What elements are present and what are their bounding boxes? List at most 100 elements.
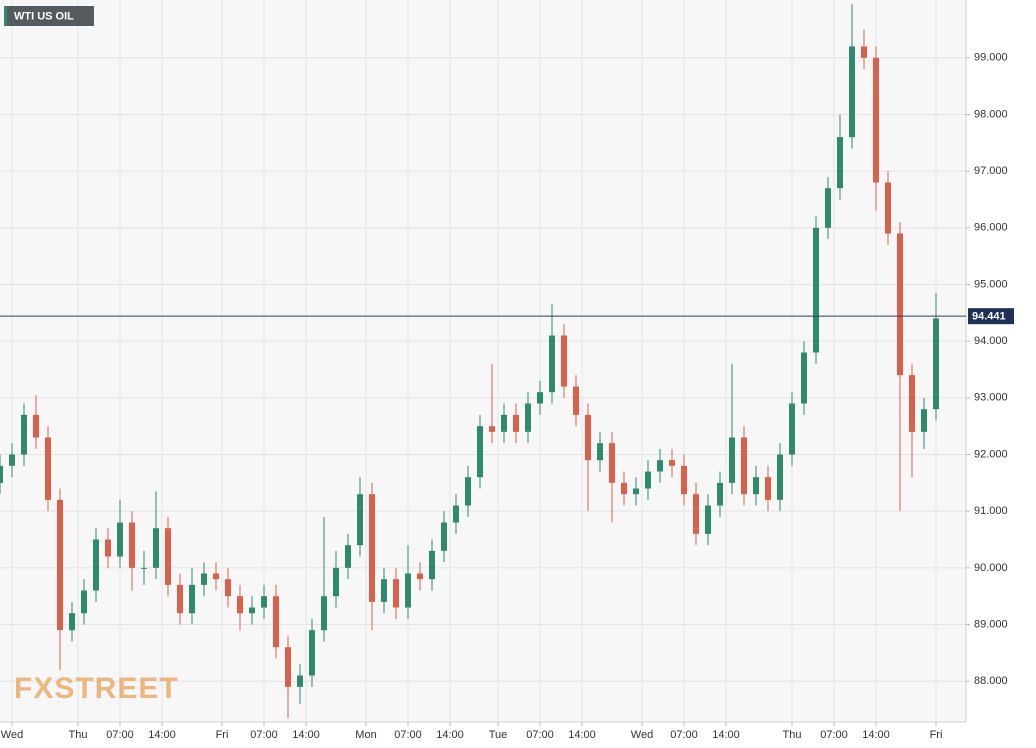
candle-body (897, 233, 903, 376)
candle-body (345, 545, 351, 568)
candle-body (741, 437, 747, 495)
candle-body (669, 460, 675, 466)
candle-body (573, 386, 579, 415)
y-tick-label: 92.000 (974, 448, 1008, 460)
y-tick-label: 90.000 (974, 562, 1008, 574)
candle-body (921, 409, 927, 432)
candle-body (801, 352, 807, 404)
candle-body (465, 477, 471, 506)
candle-body (693, 494, 699, 534)
watermark: FXSTREET (14, 672, 179, 705)
title-box (4, 6, 94, 26)
last-price-label: 94.441 (972, 311, 1006, 323)
axes: 88.000 89.000 90.000 91.000 92.000 93.000 94.0… (0, 52, 1014, 741)
candle-body (441, 522, 447, 551)
candle-body (837, 137, 843, 189)
x-tick-label: 07:00 (526, 729, 554, 741)
candle-body (57, 499, 63, 631)
candle-body (213, 573, 219, 580)
x-tick-label: Wed (1, 729, 23, 741)
x-tick-label: Thu (69, 729, 88, 741)
y-tick-label: 89.000 (974, 618, 1008, 630)
candle-body (861, 46, 867, 58)
candle-body (453, 505, 459, 523)
candle-body (105, 539, 111, 557)
candle-body (489, 426, 495, 432)
candle-body (933, 318, 939, 410)
candle-body (357, 494, 363, 546)
x-tick-label: Wed (631, 729, 653, 741)
candle-body (9, 454, 15, 466)
candle-body (885, 182, 891, 234)
candle-body (405, 573, 411, 608)
candle-body (369, 494, 375, 602)
candle-body (657, 460, 663, 472)
title-accent (4, 6, 7, 26)
plot-background (0, 0, 966, 722)
x-tick-label: 07:00 (106, 729, 134, 741)
y-tick-label: 99.000 (974, 52, 1008, 64)
x-tick-label: Tue (489, 729, 508, 741)
x-tick-label: 14:00 (862, 729, 890, 741)
candle-body (849, 46, 855, 138)
y-tick-label: 95.000 (974, 278, 1008, 290)
x-tick-label: Fri (216, 729, 229, 741)
candle-body (585, 414, 591, 461)
candle-body (189, 584, 195, 614)
x-tick-label: Mon (355, 729, 376, 741)
candle-body (621, 482, 627, 495)
candle-body (717, 482, 723, 506)
candle-body (45, 437, 51, 500)
candle-body (225, 579, 231, 597)
candle-body (537, 392, 543, 404)
candle-body (273, 596, 279, 648)
candle-body (813, 227, 819, 353)
candle-body (477, 426, 483, 478)
candle-body (789, 403, 795, 455)
candle-body (429, 550, 435, 580)
candle-body (549, 335, 555, 393)
candle-body (609, 443, 615, 483)
candle-body (681, 465, 687, 495)
candle-body (645, 471, 651, 489)
x-tick-label: 07:00 (250, 729, 278, 741)
x-tick-label: 14:00 (148, 729, 176, 741)
candle-body (201, 573, 207, 585)
last-price-box (968, 308, 1014, 325)
candle-body (909, 375, 915, 432)
candle-body (633, 488, 639, 495)
y-tick-label: 98.000 (974, 108, 1008, 120)
candle-body (417, 573, 423, 580)
chart-title: WTI US OIL (14, 10, 74, 22)
candle-body (525, 403, 531, 432)
x-tick-label: 07:00 (820, 729, 848, 741)
candle-body (321, 596, 327, 631)
candle-body (117, 522, 123, 557)
candle-body (309, 630, 315, 676)
x-tick-label: 14:00 (712, 729, 740, 741)
candle-body (21, 414, 27, 455)
candle-body (765, 477, 771, 500)
candle-body (249, 607, 255, 614)
candle-body (237, 596, 243, 614)
candle-body (297, 675, 303, 687)
candle-body (393, 579, 399, 608)
x-tick-label: 14:00 (292, 729, 320, 741)
candle-body (501, 414, 507, 432)
candle-body (873, 57, 879, 183)
candle-body (141, 567, 147, 569)
candle-body (561, 335, 567, 387)
candles (0, 3, 939, 719)
candle-body (129, 522, 135, 568)
candle-body (705, 505, 711, 534)
candle-body (597, 443, 603, 461)
candle-body (93, 539, 99, 591)
candle-body (285, 647, 291, 687)
candle-body (825, 188, 831, 228)
y-tick-label: 93.000 (974, 392, 1008, 404)
y-tick-label: 94.000 (974, 335, 1008, 347)
x-tick-label: 07:00 (394, 729, 422, 741)
y-tick-label: 96.000 (974, 222, 1008, 234)
candle-body (777, 454, 783, 500)
